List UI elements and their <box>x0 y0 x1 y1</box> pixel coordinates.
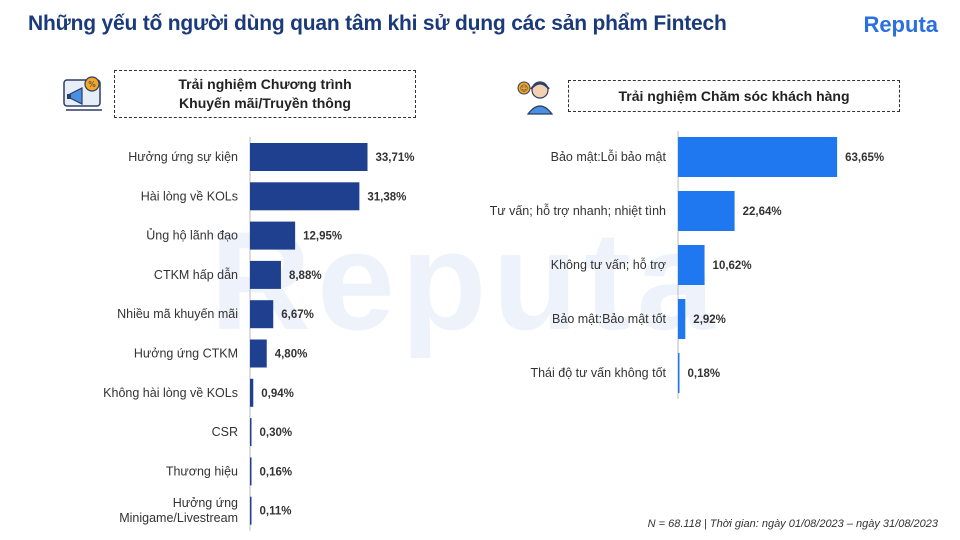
bar <box>678 353 680 393</box>
value-label: 0,16% <box>260 466 293 478</box>
bar <box>250 260 281 289</box>
right-panel-header: ☺ Trải nghiệm Chăm sóc khách hàng <box>516 76 900 116</box>
category-label: Hưởng ứng CTKM <box>134 347 238 361</box>
bar <box>250 496 252 525</box>
value-label: 6,67% <box>281 309 314 321</box>
value-label: 33,71% <box>376 152 415 164</box>
value-label: 12,95% <box>303 231 342 243</box>
customer-support-agent-icon: ☺ <box>517 81 554 115</box>
left-chart-group: 33,71% Hưởng ứng sự kiện 31,38% Hài lòng về… <box>103 137 415 531</box>
bar <box>250 339 267 368</box>
bar <box>250 457 252 486</box>
left-panel-header: % Trải nghiệm Chương trình Khuyến mãi/Tr… <box>62 70 416 118</box>
bar <box>250 378 254 407</box>
category-label: CSR <box>212 425 238 439</box>
promotion-megaphone-icon: % <box>63 76 102 111</box>
category-label: Nhiều mã khuyến mãi <box>117 307 238 321</box>
value-label: 0,94% <box>261 388 294 400</box>
category-label: Không hài lòng về KOLs <box>103 386 238 400</box>
category-label: Thái độ tư vấn không tốt <box>530 366 666 380</box>
value-label: 2,92% <box>693 314 726 326</box>
right-chart-title-line-1: Trải nghiệm Chăm sóc khách hàng <box>618 87 850 104</box>
value-label: 8,88% <box>289 270 322 282</box>
bar <box>250 143 368 171</box>
brand-logo: Reputa <box>863 12 938 38</box>
brand-name: Reputa <box>863 12 938 37</box>
svg-text:%: % <box>88 80 96 89</box>
category-label: Hài lòng về KOLs <box>141 189 238 203</box>
bar <box>250 221 296 250</box>
value-label: 4,80% <box>275 349 308 361</box>
bar <box>250 182 360 211</box>
category-label: Bảo mật:Bảo mật tốt <box>552 312 666 326</box>
svg-text:☺: ☺ <box>520 84 528 93</box>
value-label: 63,65% <box>845 152 884 164</box>
footnote: N = 68.118 | Thời gian: ngày 01/08/2023 … <box>647 518 938 530</box>
page-title: Những yếu tố người dùng quan tâm khi sử … <box>28 12 727 35</box>
left-chart-title-line-2: Khuyến mãi/Truyền thông <box>179 95 351 111</box>
bar <box>678 299 686 339</box>
value-label: 0,11% <box>260 506 292 518</box>
category-label: Thương hiệu <box>166 464 238 478</box>
value-label: 10,62% <box>713 260 752 272</box>
category-label: Hưởng ứng sự kiện <box>128 150 238 164</box>
category-label: Ủng hộ lãnh đạo <box>146 228 238 243</box>
category-label: Hưởng ứng <box>173 496 238 510</box>
left-chart-title-line-1: Trải nghiệm Chương trình <box>178 76 352 92</box>
category-label: CTKM hấp dẫn <box>154 267 238 282</box>
category-label: Bảo mật:Lỗi bảo mật <box>551 149 667 164</box>
bar <box>250 300 274 329</box>
category-label: Không tư vấn; hỗ trợ <box>551 257 666 272</box>
bar <box>678 245 705 285</box>
value-label: 22,64% <box>743 206 782 218</box>
category-label: Tư vấn; hỗ trợ nhanh; nhiệt tình <box>490 203 666 218</box>
value-label: 0,30% <box>260 427 293 439</box>
value-label: 0,18% <box>688 368 721 380</box>
category-label: Minigame/Livestream <box>119 511 238 525</box>
value-label: 31,38% <box>367 191 406 203</box>
bar <box>678 137 838 177</box>
bar <box>678 191 735 231</box>
bar <box>250 418 252 447</box>
right-chart-title: Trải nghiệm Chăm sóc khách hàng <box>568 80 900 112</box>
right-chart-group: 63,65% Bảo mật:Lỗi bảo mật 22,64% Tư vấn; h… <box>490 131 884 399</box>
left-chart-title: Trải nghiệm Chương trình Khuyến mãi/Truy… <box>114 70 416 118</box>
